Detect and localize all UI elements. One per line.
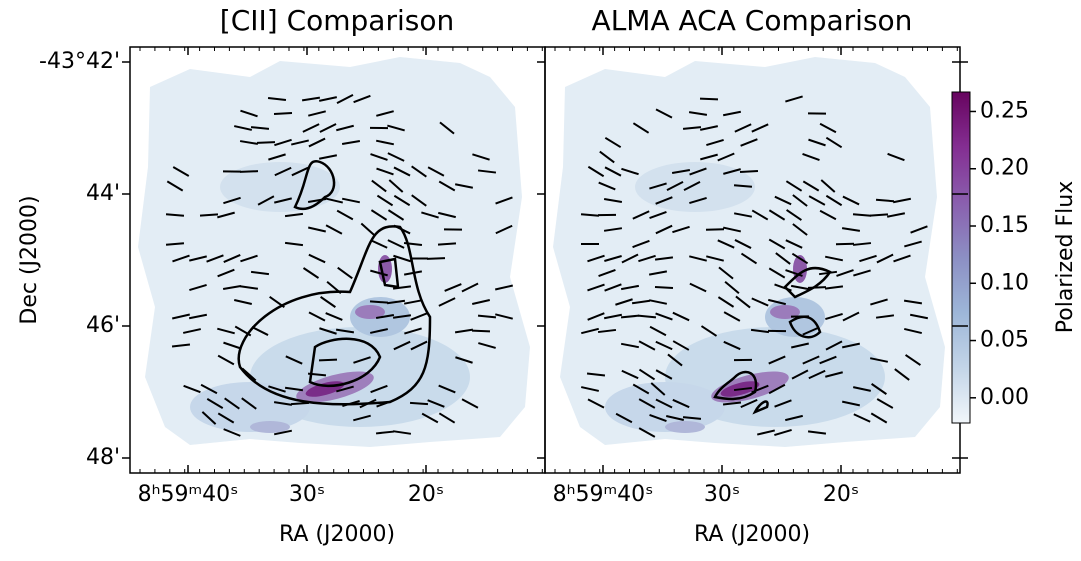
colorbar (952, 92, 970, 423)
colorbar-tick-label: 0.10 (980, 270, 1029, 295)
x-tick-label: 30ˢ (289, 482, 325, 507)
x-tick-label: 20ˢ (823, 482, 859, 507)
polarization-vector (257, 142, 275, 143)
polarization-vector (700, 99, 718, 100)
x-axis-label: RA (J2000) (279, 522, 395, 547)
polarization-vector (853, 214, 871, 215)
x-tick-label: 30ˢ (704, 482, 740, 507)
panel-title: ALMA ACA Comparison (592, 4, 913, 37)
x-tick-label: 8ʰ59ᵐ40ˢ (138, 482, 239, 507)
colorbar-tick-label: 0.05 (980, 328, 1029, 353)
y-axis-label: Dec (J2000) (17, 195, 42, 324)
polarization-vector (472, 331, 490, 332)
polarization-vector (291, 403, 309, 404)
polarization-vector (740, 171, 758, 172)
x-tick-label: 20ˢ (408, 482, 444, 507)
colorbar-tick-label: 0.20 (980, 156, 1029, 181)
colorbar-label: Polarized Flux (1053, 181, 1078, 333)
polarization-vector (438, 243, 456, 244)
y-tick-label: -43°42' (39, 49, 120, 74)
polarization-vector (274, 113, 292, 114)
polarization-vector (427, 258, 445, 259)
polarization-vector (240, 171, 258, 172)
colorbar-tick-label: 0.25 (980, 98, 1029, 123)
polarization-vector (808, 287, 826, 288)
polarization-vector (870, 214, 888, 215)
colorbar-tick-label: 0.15 (980, 213, 1029, 238)
polarization-vector (410, 403, 428, 404)
x-axis-label: RA (J2000) (694, 522, 810, 547)
panel-title: [CII] Comparison (220, 4, 454, 37)
y-tick-label: 44' (86, 181, 120, 206)
y-tick-label: 46' (86, 313, 120, 338)
polarization-vector (370, 301, 388, 302)
polarization-vector (319, 360, 337, 361)
polarization-vector (200, 214, 218, 215)
polarization-vector (166, 214, 184, 215)
colorbar-tick-label: 0.00 (980, 385, 1029, 410)
y-tick-label: 48' (86, 445, 120, 470)
polarization-vector (655, 287, 673, 288)
x-tick-label: 8ʰ59ᵐ40ˢ (553, 482, 654, 507)
map-image (138, 57, 530, 447)
